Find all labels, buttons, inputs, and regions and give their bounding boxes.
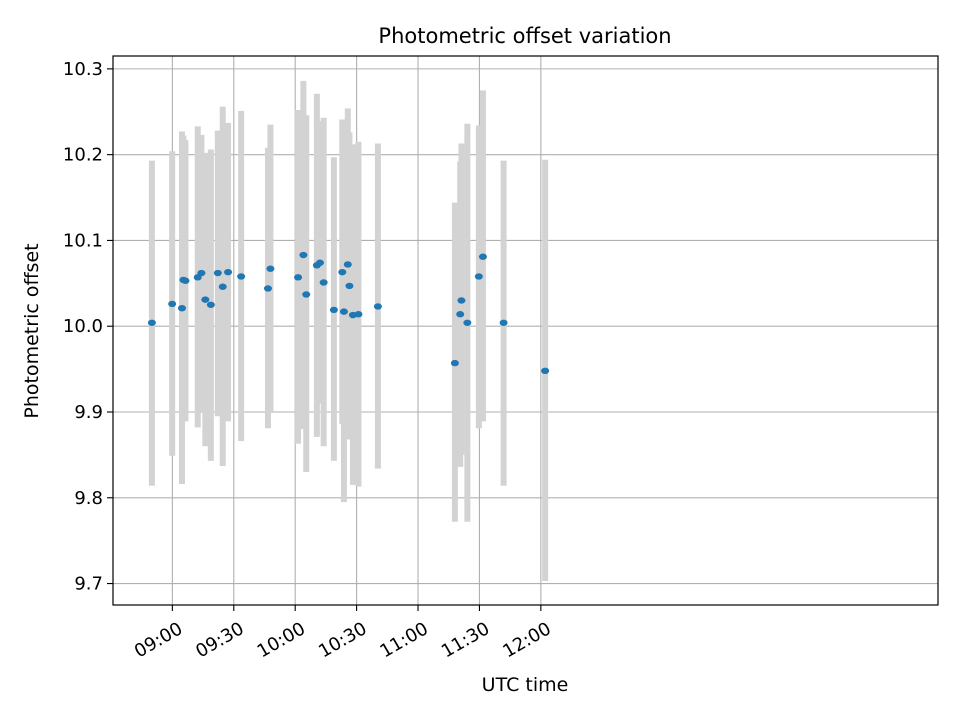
data-point — [463, 319, 472, 326]
data-point — [266, 265, 275, 272]
y-axis-label: Photometric offset — [21, 243, 43, 418]
data-point — [478, 253, 487, 260]
data-point — [474, 273, 483, 280]
x-axis-label: UTC time — [482, 674, 569, 696]
y-tick-label: 9.8 — [74, 488, 103, 509]
data-point — [213, 269, 222, 277]
chart-title: Photometric offset variation — [378, 24, 671, 48]
data-point — [315, 259, 324, 266]
data-point — [177, 304, 186, 312]
data-point — [338, 268, 347, 276]
data-point — [218, 283, 227, 290]
data-point — [299, 251, 308, 259]
y-tick-label: 10.1 — [63, 230, 103, 251]
data-point — [147, 319, 156, 326]
data-point — [343, 261, 352, 268]
data-point — [373, 303, 382, 310]
data-point — [197, 269, 206, 277]
data-point — [541, 367, 550, 375]
y-tick-label: 9.7 — [74, 574, 103, 595]
data-point — [329, 306, 338, 314]
data-point — [319, 279, 328, 286]
data-point — [237, 273, 246, 280]
data-point — [339, 308, 348, 315]
data-point — [302, 291, 311, 298]
data-point — [457, 297, 466, 304]
y-axis-ticks: 9.7 9.8 9.9 10.0 10.1 10.2 10.3 — [63, 59, 113, 595]
data-point — [499, 319, 508, 326]
y-tick-label: 10.2 — [63, 145, 103, 166]
data-point — [168, 300, 177, 308]
y-tick-label: 10.0 — [63, 316, 103, 337]
data-point — [345, 282, 354, 290]
data-point — [456, 311, 465, 318]
data-point — [201, 296, 210, 303]
data-point — [206, 301, 215, 308]
data-point — [354, 311, 363, 318]
data-points — [147, 251, 550, 375]
plot-frame — [112, 55, 939, 606]
y-tick-label: 10.3 — [63, 59, 103, 80]
data-point — [181, 277, 190, 284]
data-point — [294, 274, 303, 281]
data-point — [263, 285, 272, 292]
data-point — [450, 359, 459, 367]
y-tick-label: 9.9 — [74, 402, 103, 423]
data-point — [224, 268, 233, 276]
